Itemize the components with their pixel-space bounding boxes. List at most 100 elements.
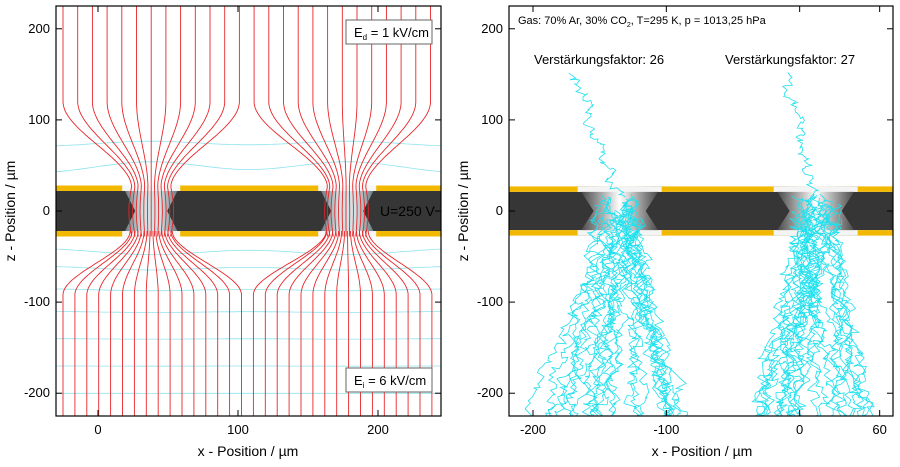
field-line [91, 6, 139, 237]
field-line [158, 230, 183, 416]
voltage-label: U=250 V [380, 203, 436, 219]
drift-field-text: Ed = 1 kV/cm [354, 25, 429, 42]
field-line [98, 230, 139, 416]
field-line [74, 230, 133, 416]
left-plot-area [56, 6, 441, 416]
electron-track [824, 207, 875, 416]
electron-tracks [524, 72, 875, 416]
x-tick-label: -200 [520, 422, 546, 437]
field-line [157, 6, 182, 237]
gain-label-right: Verstärkungsfaktor: 27 [725, 52, 855, 67]
field-line [153, 6, 167, 237]
y-tick-label: 200 [28, 21, 50, 36]
electron-track [594, 198, 629, 416]
x-tick-label: 0 [94, 422, 101, 437]
electron-track [786, 209, 816, 416]
field-line [283, 6, 334, 237]
induction-field-box: Ei = 6 kV/cm [345, 367, 433, 393]
field-line [110, 230, 142, 416]
field-line [145, 231, 151, 416]
field-line [268, 6, 331, 237]
field-line [77, 6, 136, 237]
x-tick-label: 200 [367, 422, 389, 437]
field-line [264, 230, 328, 416]
field-line [161, 230, 195, 416]
hole-rim [318, 185, 377, 191]
right-axis-ticks: -200 -100 0 60 200 100 0 -100 -200 [477, 6, 893, 437]
hole-rim [577, 186, 662, 192]
electron-track [568, 72, 626, 198]
electron-track [524, 211, 617, 416]
electron-track [754, 209, 820, 416]
gain-label-left: Verstärkungsfaktor: 26 [534, 52, 664, 67]
electron-track [565, 209, 622, 416]
electron-track [818, 204, 863, 416]
field-line [288, 230, 334, 416]
field-line [163, 6, 211, 237]
field-line [106, 6, 142, 237]
field-line [297, 6, 337, 237]
y-tick-label: -200 [24, 385, 50, 400]
gas-label: Gas: 70% Ar, 30% CO2, T=295 K, p = 1013,… [518, 15, 767, 29]
electron-track [570, 218, 627, 416]
field-line [171, 230, 242, 416]
field-line [136, 6, 149, 237]
field-line [312, 6, 341, 237]
x-tick-label: -100 [653, 422, 679, 437]
field-line [170, 230, 231, 416]
electron-track [618, 199, 645, 416]
electron-track [775, 199, 833, 416]
field-line [170, 6, 240, 237]
induction-field-text: Ei = 6 kV/cm [354, 373, 426, 390]
field-line [62, 6, 133, 237]
field-line [167, 230, 219, 416]
y-tick-label: -100 [477, 294, 503, 309]
right-x-axis-label: x - Position / µm [652, 443, 753, 459]
electron-track [592, 212, 623, 416]
gem-hole [318, 185, 377, 237]
electron-track [758, 200, 811, 416]
electron-track [632, 218, 676, 416]
equipotential-line [56, 161, 441, 173]
hole-rim [773, 230, 858, 236]
copper-bottom [509, 230, 893, 236]
electron-track [589, 218, 641, 416]
gem-hole [577, 186, 662, 236]
field-line [336, 230, 346, 416]
y-tick-label: 100 [28, 112, 50, 127]
electron-track [775, 206, 827, 416]
y-tick-label: -100 [24, 294, 50, 309]
electron-track [623, 217, 646, 416]
field-line [121, 6, 146, 237]
x-tick-label: 0 [796, 422, 803, 437]
electron-track [781, 72, 820, 200]
electron-track [751, 211, 803, 416]
field-line [164, 230, 207, 416]
x-tick-label: 100 [227, 422, 249, 437]
equipotential-line [56, 248, 441, 256]
right-plot-area [509, 72, 893, 416]
field-line [300, 230, 337, 416]
y-tick-label: 0 [43, 203, 50, 218]
field-line [253, 6, 329, 237]
equipotential-line [56, 288, 441, 292]
drift-field-box: Ed = 1 kV/cm [345, 19, 433, 45]
electron-track [585, 216, 640, 416]
field-line [155, 230, 171, 416]
electron-track [622, 194, 672, 416]
electron-track [547, 199, 610, 416]
gem-foil-right [509, 186, 893, 236]
field-line [166, 6, 226, 237]
field-line [276, 230, 331, 416]
equipotential-line [56, 140, 441, 147]
y-tick-label: -200 [477, 385, 503, 400]
right-panel: -200 -100 0 60 200 100 0 -100 -200 Gas: 70% Ar, … [455, 5, 894, 459]
right-y-axis-label: z - Position / µm [455, 161, 471, 262]
equipotential-line [56, 311, 441, 313]
field-line [327, 6, 344, 237]
electron-track [793, 214, 830, 416]
field-line [152, 230, 159, 416]
y-tick-label: 0 [496, 203, 503, 218]
equipotential-line [56, 266, 441, 271]
